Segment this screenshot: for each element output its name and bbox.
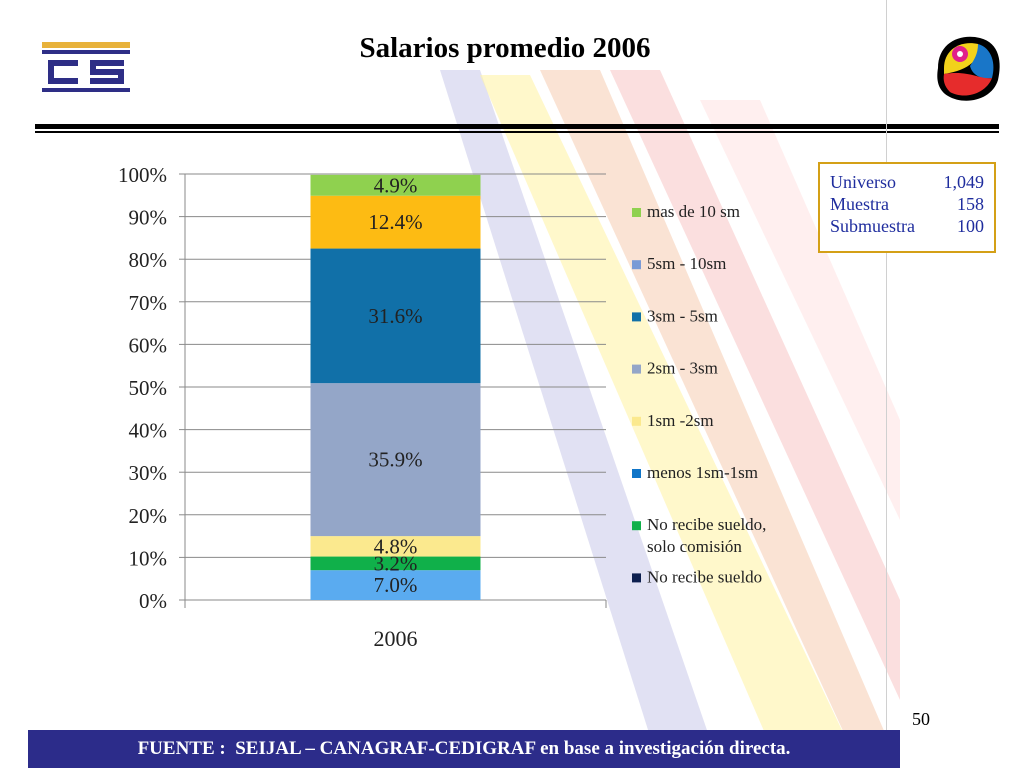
- legend-label: No recibe sueldo: [647, 567, 762, 586]
- slide-title: Salarios promedio 2006: [359, 32, 651, 64]
- legend-label: 3sm - 5sm: [647, 306, 718, 325]
- x-tick-label: 2006: [374, 626, 418, 651]
- info-row-submuestra: Submuestra 100: [830, 215, 984, 237]
- slide-margin-line: [886, 0, 887, 730]
- y-tick-label: 20%: [129, 504, 168, 528]
- y-tick-label: 0%: [139, 589, 167, 613]
- legend-swatch: [632, 208, 641, 217]
- x-axis-labels: 2006: [374, 626, 418, 651]
- header-divider-thin: [35, 131, 999, 133]
- legend-label: 1sm -2sm: [647, 411, 714, 430]
- header-divider: [35, 124, 999, 129]
- source-footer: FUENTE : SEIJAL – CANAGRAF-CEDIGRAF en b…: [28, 730, 900, 768]
- data-label: 35.9%: [368, 448, 422, 472]
- legend-swatch: [632, 416, 641, 426]
- info-label: Muestra: [830, 194, 889, 214]
- stacked-bar-chart: 0%10%20%30%40%50%60%70%80%90%100% 7.0%3.…: [118, 163, 766, 651]
- chart-legend: mas de 10 sm 5sm - 10sm 3sm - 5sm 2sm - 3sm…: [632, 202, 766, 586]
- data-label: 4.8%: [374, 534, 418, 558]
- bar-segment: [310, 383, 481, 537]
- legend-label: 2sm - 3sm: [647, 359, 718, 378]
- y-tick-label: 90%: [129, 206, 168, 230]
- legend-label: No recibe sueldo, solo comisión: [647, 515, 766, 556]
- info-row-universo: Universo 1,049: [830, 171, 984, 193]
- y-tick-label: 100%: [118, 163, 167, 187]
- info-value: 100: [957, 216, 984, 236]
- bar-segment: [310, 536, 481, 557]
- data-label: 31.6%: [368, 304, 422, 328]
- legend-swatch: [632, 521, 641, 531]
- bar-segment: [310, 248, 481, 384]
- bar-segment: [310, 570, 481, 600]
- y-tick-label: 70%: [129, 291, 168, 315]
- y-tick-label: 60%: [129, 333, 168, 357]
- data-label: 4.9%: [374, 173, 418, 197]
- info-value: 158: [957, 194, 984, 214]
- info-label: Universo: [830, 172, 896, 192]
- page-number: 50: [912, 709, 930, 729]
- data-label: 12.4%: [368, 210, 422, 234]
- y-tick-label: 50%: [129, 376, 168, 400]
- legend-swatch: [632, 573, 641, 583]
- y-axis-ticks: 0% 10% 20% 30% 40% 50% 60% 70% 80% 90% 100%: [118, 163, 167, 613]
- legend-label: menos 1sm-1sm: [647, 463, 758, 482]
- legend-swatch: [632, 260, 641, 270]
- info-label: Submuestra: [830, 216, 915, 236]
- organization-logo: [42, 42, 130, 92]
- chart-bars: 7.0%3.2%4.8%35.9%31.6%12.4%4.9%: [310, 173, 481, 600]
- legend-label: 5sm - 10sm: [647, 254, 726, 273]
- y-tick-label: 10%: [129, 546, 168, 570]
- y-tick-label: 80%: [129, 248, 168, 272]
- info-value: 1,049: [943, 172, 985, 192]
- brand-logo: [937, 36, 1000, 101]
- legend-swatch: [632, 364, 641, 374]
- y-tick-label: 40%: [129, 419, 168, 443]
- bar-segment: [310, 195, 481, 249]
- data-label: 7.0%: [374, 573, 418, 597]
- y-tick-label: 30%: [129, 461, 168, 485]
- bar-segment: [310, 174, 481, 196]
- legend-label: mas de 10 sm: [647, 202, 740, 221]
- sample-info-box: Universo 1,049 Muestra 158 Submuestra 10…: [818, 162, 996, 253]
- bar-segment: [310, 556, 481, 571]
- legend-swatch: [632, 312, 641, 322]
- legend-swatch: [632, 469, 641, 478]
- info-row-muestra: Muestra 158: [830, 193, 984, 215]
